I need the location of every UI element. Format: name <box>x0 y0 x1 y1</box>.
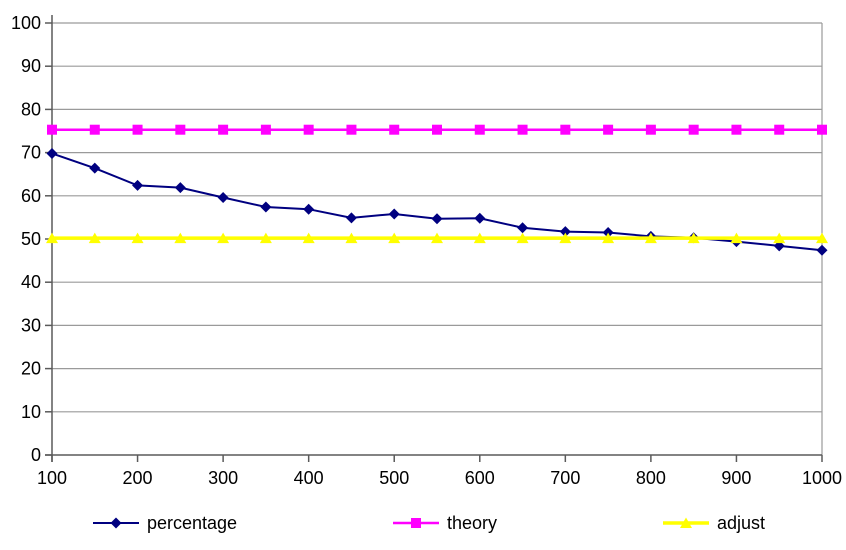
theory-marker <box>517 124 528 135</box>
legend-sample-marker <box>680 517 692 528</box>
adjust-marker <box>431 232 443 244</box>
legend-item-theory: theory <box>393 511 497 535</box>
adjust-marker <box>473 232 486 244</box>
legend-label-percentage: percentage <box>147 513 238 533</box>
y-tick-label: 100 <box>11 13 41 33</box>
y-tick-label: 90 <box>21 56 41 76</box>
theory-marker <box>603 124 614 135</box>
chart-legend: percentage theory adjust <box>0 511 846 537</box>
x-tick-label: 700 <box>550 468 580 488</box>
theory-marker <box>260 124 271 135</box>
adjust-marker <box>644 232 657 244</box>
legend-label-adjust: adjust <box>717 513 766 533</box>
adjust-marker <box>559 232 572 244</box>
theory-marker <box>688 124 699 135</box>
theory-marker <box>774 124 785 135</box>
percentage-marker <box>773 240 785 252</box>
y-tick-label: 50 <box>21 229 41 249</box>
legend-sample-theory <box>393 518 439 528</box>
percentage-marker <box>303 203 315 215</box>
adjust-marker <box>88 232 101 244</box>
percentage-marker <box>345 212 357 224</box>
percentage-marker <box>89 162 101 174</box>
theory-marker <box>346 124 357 135</box>
x-tick-label: 600 <box>465 468 495 488</box>
legend-sample-adjust <box>663 517 709 528</box>
y-tick-label: 10 <box>21 402 41 422</box>
y-tick-label: 0 <box>31 445 41 465</box>
percentage-marker <box>816 244 828 256</box>
theory-marker <box>89 124 100 135</box>
x-tick-label: 900 <box>721 468 751 488</box>
x-tick-label: 500 <box>379 468 409 488</box>
percentage-marker <box>260 201 272 213</box>
percentage-diamond-marker-icon <box>93 515 139 531</box>
adjust-marker <box>730 232 743 244</box>
legend-item-adjust: adjust <box>663 511 765 535</box>
adjust-marker <box>773 232 786 244</box>
percentage-marker <box>517 222 529 234</box>
adjust-marker <box>687 232 700 244</box>
theory-marker <box>645 124 656 135</box>
legend-label-theory: theory <box>447 513 498 533</box>
theory-marker <box>474 124 485 135</box>
y-tick-label: 20 <box>21 359 41 379</box>
y-tick-label: 80 <box>21 99 41 119</box>
theory-square-marker-icon <box>393 515 439 531</box>
adjust-marker <box>174 232 187 244</box>
adjust-marker <box>302 232 315 244</box>
theory-marker <box>175 124 186 135</box>
plot-area: 0 10 20 30 40 50 60 70 80 90 100 100 200 300 400 500 600… <box>11 13 842 488</box>
theory-marker <box>303 124 314 135</box>
adjust-marker <box>516 232 529 244</box>
percentage-marker <box>559 226 571 238</box>
adjust-marker <box>388 232 401 244</box>
adjust-triangle-marker-icon <box>663 515 709 531</box>
adjust-marker <box>217 232 230 244</box>
percentage-marker <box>46 147 58 159</box>
theory-marker <box>132 124 143 135</box>
percentage-marker <box>132 179 144 191</box>
x-tick-label: 1000 <box>802 468 842 488</box>
x-tick-label: 800 <box>636 468 666 488</box>
percentage-marker <box>174 182 186 194</box>
theory-marker <box>817 124 827 135</box>
x-tick-label: 200 <box>123 468 153 488</box>
adjust-marker <box>345 232 358 244</box>
x-tick-label: 300 <box>208 468 238 488</box>
adjust-marker <box>131 232 144 244</box>
legend-sample-percentage <box>93 517 139 529</box>
y-tick-label: 60 <box>21 186 41 206</box>
y-tick-label: 40 <box>21 272 41 292</box>
legend-item-percentage: percentage <box>93 511 237 535</box>
legend-sample-marker <box>110 517 122 529</box>
adjust-marker <box>46 232 58 244</box>
percentage-marker <box>474 212 486 224</box>
percentage-marker <box>217 192 229 204</box>
adjust-marker <box>602 232 615 244</box>
theory-marker <box>47 124 57 135</box>
y-tick-label: 30 <box>21 315 41 335</box>
theory-marker <box>560 124 571 135</box>
x-tick-label: 100 <box>37 468 67 488</box>
percentage-marker <box>602 227 614 239</box>
theory-marker <box>731 124 742 135</box>
adjust-marker <box>816 232 828 244</box>
percentage-marker <box>388 208 400 220</box>
theory-marker <box>218 124 229 135</box>
adjust-marker <box>259 232 272 244</box>
percentage-marker <box>431 213 443 225</box>
x-tick-label: 400 <box>294 468 324 488</box>
legend-sample-marker <box>411 518 421 528</box>
theory-marker <box>432 124 442 135</box>
y-tick-label: 70 <box>21 143 41 163</box>
theory-marker <box>389 124 400 135</box>
